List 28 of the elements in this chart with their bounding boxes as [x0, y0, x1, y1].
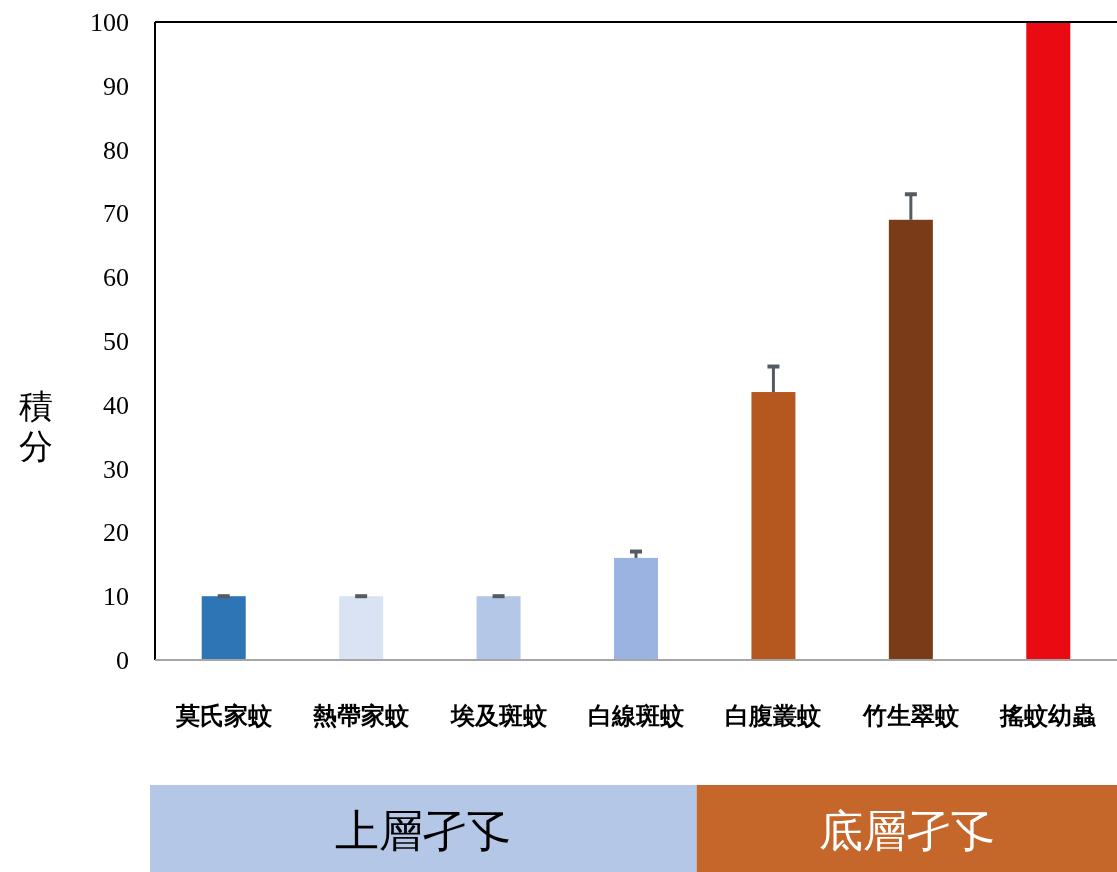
y-tick-label: 100 [90, 8, 129, 37]
y-tick-label: 40 [103, 390, 129, 420]
x-tick-label: 熱帶家蚊 [312, 702, 411, 729]
y-tick-label: 90 [103, 71, 129, 101]
x-tick-label: 白腹叢蚊 [725, 702, 823, 729]
y-tick-label: 20 [103, 518, 129, 548]
y-tick-label: 50 [103, 327, 129, 356]
text: 底層孑孓 [818, 806, 995, 855]
y-axis-title: 積分 [19, 387, 53, 465]
y-tick-label: 10 [103, 582, 129, 612]
y-tick-label: 0 [116, 646, 129, 675]
bar [614, 557, 658, 660]
y-tick-label: 70 [103, 199, 129, 229]
x-tick-label: 搖蚊幼蟲 [999, 702, 1098, 729]
y-tick-label: 60 [103, 263, 129, 293]
bar [751, 392, 796, 660]
y-tick-label: 80 [103, 135, 129, 165]
x-tick-label: 白線斑蚊 [588, 702, 685, 729]
x-tick-label: 埃及斑蚊 [449, 702, 548, 729]
bar [339, 596, 384, 660]
x-tick-label: 竹生翠蚊 [861, 702, 960, 729]
y-tick-label: 30 [103, 454, 129, 484]
bar [201, 596, 246, 660]
bar [476, 596, 521, 660]
x-tick-label: 莫氏家蚊 [174, 702, 273, 729]
text: 上層孑孓 [335, 806, 512, 855]
bar [1026, 22, 1071, 660]
bar [888, 219, 933, 660]
